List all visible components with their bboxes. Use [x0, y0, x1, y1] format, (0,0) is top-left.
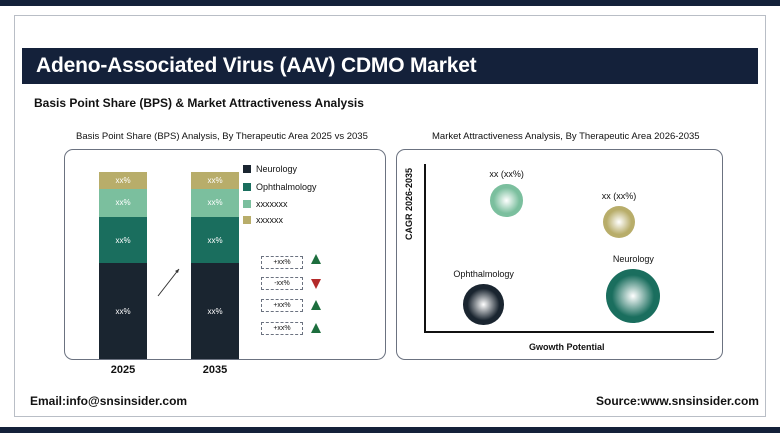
legend-item-series-3: xxxxxxx: [243, 199, 288, 209]
bar-data-label: xx%: [115, 235, 131, 245]
bar-data-label: xx%: [115, 176, 131, 186]
bubble-point: [602, 205, 636, 239]
legend-swatch: [243, 200, 251, 208]
bar-data-label: xx%: [115, 198, 131, 208]
bubble-point: [606, 269, 661, 324]
arrow-up-icon: [311, 300, 321, 310]
legend-swatch: [243, 216, 251, 224]
x-axis-label: Gwowth Potential: [529, 342, 605, 352]
footer-email: Email:info@snsinsider.com: [30, 394, 188, 408]
change-box-ophthalmology: -xx%: [261, 277, 303, 290]
legend-item-ophthalmology: Ophthalmology: [243, 182, 317, 192]
trend-arrow-icon: [157, 268, 180, 297]
bar-data-label: xx%: [207, 235, 223, 245]
arrow-down-icon: [311, 279, 321, 289]
page-subtitle: Basis Point Share (BPS) & Market Attract…: [34, 96, 364, 110]
legend-swatch: [243, 165, 251, 173]
legend-swatch: [243, 183, 251, 191]
attractiveness-chart-panel: [396, 149, 723, 360]
arrow-up-icon: [311, 254, 321, 264]
bubble-label: Ophthalmology: [453, 269, 514, 280]
bar-segment: xx%: [99, 189, 147, 217]
bar-segment: xx%: [191, 263, 239, 359]
bar-segment: xx%: [191, 189, 239, 217]
x-axis-line: [424, 331, 714, 333]
bubble-label: xx (xx%): [489, 169, 524, 180]
legend-item-neurology: Neurology: [243, 164, 297, 174]
arrow-up-icon: [311, 323, 321, 333]
x-tick-label-2035: 2035: [202, 364, 228, 376]
bar-segment: xx%: [191, 216, 239, 264]
bar-data-label: xx%: [207, 306, 223, 316]
footer-source: Source:www.snsinsider.com: [596, 394, 759, 408]
bubble-point: [490, 184, 523, 217]
bps-chart-title: Basis Point Share (BPS) Analysis, By The…: [76, 131, 368, 142]
attractiveness-chart-title: Market Attractiveness Analysis, By Thera…: [432, 131, 700, 142]
bar-data-label: xx%: [115, 306, 131, 316]
legend-label: xxxxxx: [256, 215, 283, 225]
top-accent-bar: [0, 0, 780, 6]
x-tick-label-2025: 2025: [110, 364, 136, 376]
y-axis-line: [424, 164, 426, 332]
legend-label: Ophthalmology: [256, 182, 317, 192]
legend-item-series-4: xxxxxx: [243, 215, 283, 225]
legend-label: xxxxxxx: [256, 199, 288, 209]
bar-segment: xx%: [191, 171, 239, 190]
y-axis-label: CAGR 2026-2035: [404, 167, 414, 240]
bottom-accent-bar: [0, 427, 780, 433]
bubble-point: [463, 284, 504, 325]
bubble-label: xx (xx%): [601, 190, 637, 201]
title-banner: Adeno-Associated Virus (AAV) CDMO Market: [22, 48, 758, 84]
bar-segment: xx%: [99, 263, 147, 359]
change-box-series-4: +xx%: [261, 322, 303, 335]
change-box-series-3: +xx%: [261, 299, 303, 312]
bar-data-label: xx%: [207, 176, 223, 186]
legend-label: Neurology: [256, 164, 298, 174]
change-box-neurology: +xx%: [261, 256, 303, 269]
bar-data-label: xx%: [207, 198, 223, 208]
bar-segment: xx%: [99, 171, 147, 190]
page-title: Adeno-Associated Virus (AAV) CDMO Market: [36, 54, 477, 77]
bar-segment: xx%: [99, 216, 147, 264]
bubble-label: Neurology: [612, 254, 654, 265]
